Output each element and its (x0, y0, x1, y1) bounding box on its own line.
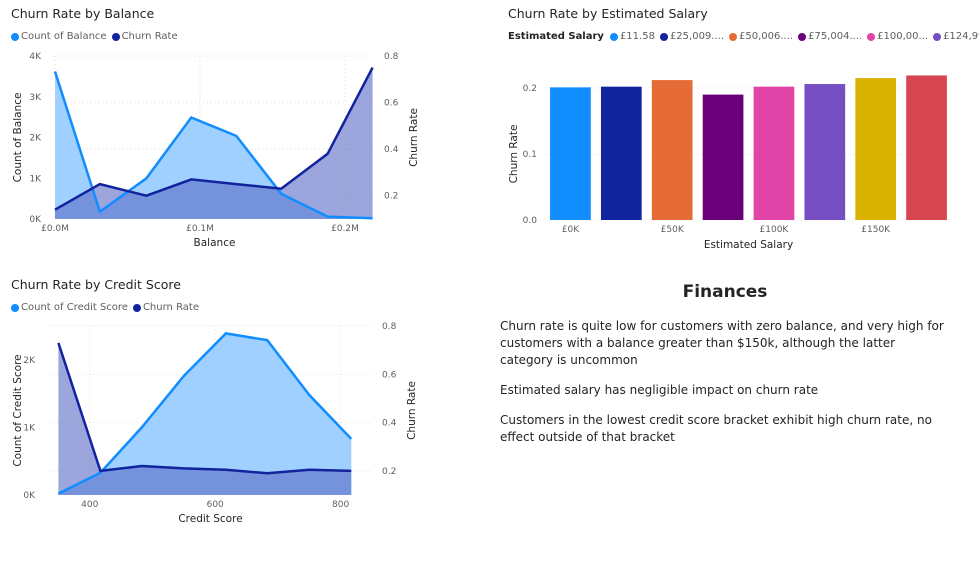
x-tick-label: 800 (332, 500, 349, 510)
legend-item-salary-4[interactable]: £75,004.... (798, 31, 862, 42)
x-tick-label: £0.2M (331, 224, 359, 234)
chart-balance: 0.2 0.4 0.6 0.8 0K 1K 2K 3K 4K £0.0M £0.1M £0.2M Bal… (12, 52, 420, 249)
x-tick-label: £0.0M (41, 224, 69, 234)
legend-title: Estimated Salary (508, 31, 604, 42)
legend-item-salary-5[interactable]: £100,00... (867, 31, 928, 42)
salary-bar (753, 86, 795, 221)
y-tick-label: 4K (29, 52, 42, 62)
y-tick-label: 0K (23, 491, 36, 501)
y-axis-title: Churn Rate (508, 125, 520, 184)
balance-count-area (55, 71, 373, 219)
credit-churn-line (57, 342, 352, 475)
x-axis-title: Credit Score (178, 513, 242, 525)
y-tick-label: 0.0 (523, 216, 538, 226)
y-tick-label: 1K (23, 423, 36, 433)
y-axis-title: Count of Balance (12, 93, 24, 183)
salary-bar (651, 80, 693, 220)
y-tick-label: 0.1 (523, 150, 537, 160)
legend-item-salary-1[interactable]: £11.58 (609, 31, 655, 42)
balance-churn-line (54, 67, 374, 211)
legend-item-salary-6[interactable]: £124,99... (933, 31, 979, 42)
chart-title-salary: Churn Rate by Estimated Salary (508, 6, 708, 21)
y2-tick-label: 0.8 (384, 52, 399, 62)
legend-item-churn-rate[interactable]: Churn Rate (111, 31, 178, 42)
chart-title-balance: Churn Rate by Balance (11, 6, 155, 21)
y-tick-label: 1K (29, 174, 42, 184)
finances-text-box: Finances Churn rate is quite low for cus… (500, 282, 950, 459)
y-axis-title: Count of Credit Score (12, 354, 24, 466)
y2-tick-label: 0.4 (382, 419, 397, 429)
y-tick-label: 0K (29, 215, 42, 225)
y2-tick-label: 0.2 (382, 467, 396, 477)
legend-salary: Estimated Salary £11.58 £25,009.... £50,… (508, 31, 979, 42)
salary-bar (906, 75, 947, 221)
y-tick-label: 3K (29, 93, 42, 103)
finances-title: Finances (682, 282, 768, 302)
y2-tick-label: 0.2 (384, 192, 398, 202)
chart-title-credit: Churn Rate by Credit Score (11, 277, 181, 292)
legend-credit: Count of Credit Score Churn Rate (11, 302, 204, 313)
salary-bar (550, 87, 591, 220)
y-tick-label: 2K (29, 134, 42, 144)
y2-tick-label: 0.6 (384, 99, 399, 109)
y2-tick-label: 0.8 (382, 322, 397, 332)
x-axis-title: Estimated Salary (704, 239, 793, 251)
legend-item-salary-2[interactable]: £25,009.... (659, 31, 724, 42)
legend-item-count-balance[interactable]: Count of Balance (11, 31, 107, 42)
x-tick-label: 600 (207, 500, 224, 510)
legend-item-churn-rate[interactable]: Churn Rate (132, 302, 199, 313)
salary-bar (804, 84, 846, 220)
credit-count-area (58, 333, 352, 495)
x-tick-label: £0.1M (186, 224, 214, 234)
y2-tick-label: 0.4 (384, 145, 399, 155)
x-tick-label: £100K (760, 225, 790, 235)
y2-tick-label: 0.6 (382, 370, 397, 380)
y2-axis-title: Churn Rate (406, 381, 418, 440)
legend-item-count-credit[interactable]: Count of Credit Score (11, 302, 128, 313)
finance-note-balance: Churn rate is quite low for customers wi… (500, 319, 944, 367)
y2-axis-title: Churn Rate (408, 108, 420, 167)
x-tick-label: £150K (861, 225, 891, 235)
y-tick-label: 0.2 (523, 84, 537, 94)
x-axis-title: Balance (194, 237, 236, 249)
salary-bar (600, 86, 642, 221)
chart-salary: 0.0 0.1 0.2 £0K £50K £100K £150K Estimated Sala… (508, 75, 952, 251)
x-tick-label: 400 (81, 500, 98, 510)
y-tick-label: 2K (23, 356, 36, 366)
salary-bar (855, 78, 897, 220)
salary-bar (702, 94, 744, 220)
finance-note-credit: Customers in the lowest credit score bra… (500, 413, 932, 444)
x-tick-label: £0K (562, 225, 580, 235)
balance-count-line (53, 71, 373, 220)
legend-item-salary-3[interactable]: £50,006.... (729, 31, 793, 42)
legend-balance: Count of Balance Churn Rate (11, 31, 183, 42)
chart-credit: 0.2 0.4 0.6 0.8 0K 1K 2K 400 600 800 Credit Score C… (12, 322, 418, 525)
finance-note-salary: Estimated salary has negligible impact o… (500, 383, 819, 397)
x-tick-label: £50K (661, 225, 685, 235)
credit-count-line (57, 332, 353, 495)
